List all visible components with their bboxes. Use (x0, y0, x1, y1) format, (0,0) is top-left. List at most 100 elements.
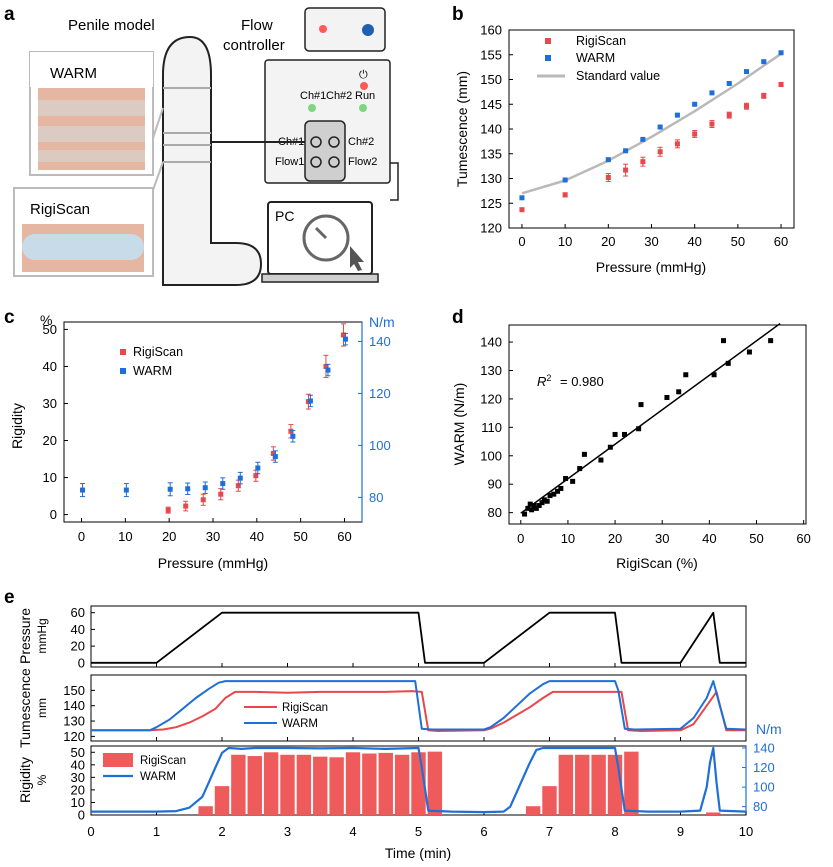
d-point (721, 338, 726, 344)
legend-e-rig-warm-label: WARM (140, 771, 176, 783)
legend-b-warm-marker (545, 55, 551, 61)
panel-e-rigidity-legend: RigiScan WARM (103, 753, 186, 783)
e-sub2-xtick-label: 6 (480, 824, 487, 839)
d-point (563, 476, 569, 482)
rigiscan-photo-label: RigiScan (30, 201, 90, 218)
d-point (683, 372, 689, 378)
flow1-port-label: Flow1 (275, 156, 304, 168)
b-ytick-label: 160 (480, 23, 502, 38)
flow-controller-label-2: controller (223, 37, 285, 54)
port-ch2 (328, 136, 340, 148)
b-xtick-label: 40 (687, 234, 701, 249)
panel-e-rigidity-unit: % (35, 774, 49, 785)
flow-controller-label-1: Flow (241, 17, 273, 34)
b-ytick-label: 125 (480, 196, 502, 211)
panel-d-ylabel: WARM (N/m) (451, 383, 467, 466)
flow2-port-label: Flow2 (348, 156, 377, 168)
b-point-WARM (623, 148, 629, 154)
cable-to-pc (390, 162, 399, 201)
ch1-green-led (308, 104, 316, 112)
b-point-RigiScan (709, 121, 715, 127)
d-point (531, 503, 537, 509)
c-xtick-label: 10 (118, 529, 132, 544)
e-rigidity-bar (345, 752, 361, 815)
d-point (725, 360, 731, 366)
panel-e-tumescence-legend: RigiScan WARM (244, 702, 328, 730)
b-point-WARM (562, 177, 568, 183)
e-rigidity-bar (394, 754, 410, 815)
c-point-RigiScan (288, 428, 294, 434)
panel-label-e: e (4, 587, 15, 608)
rigiscan-loop (22, 234, 144, 260)
e-rigidity-bar (525, 806, 541, 815)
e-sub2-xtick-label: 3 (284, 824, 291, 839)
c-xtick-label: 40 (250, 529, 264, 544)
gauge-icon (302, 214, 350, 262)
e-sub2-xtick-label: 10 (739, 824, 753, 839)
e-sub2-xtick-label: 1 (153, 824, 160, 839)
d-fit-line (520, 322, 781, 514)
e-sub2-xtick-label: 4 (349, 824, 356, 839)
c-left-ytick-label: 20 (43, 433, 57, 448)
panel-b-legend: RigiScan WARM Standard value (537, 34, 660, 83)
e-pressure-ytick-label: 20 (71, 639, 85, 654)
top-red-led (319, 25, 327, 33)
e-rigidity-bar (558, 754, 574, 815)
c-left-ytick-label: 50 (43, 322, 57, 337)
panel-b-frame (508, 29, 795, 229)
c-point-WARM (202, 485, 208, 491)
c-point-WARM (290, 433, 296, 439)
ch2-top-label: Ch#2 (326, 90, 352, 102)
c-right-ytick-label: 80 (369, 490, 383, 505)
c-point-RigiScan (183, 503, 189, 509)
e-rigidity-bar (575, 754, 590, 815)
e-rigidity-right-ytick-label: 120 (753, 760, 775, 775)
b-point-WARM (778, 50, 784, 56)
b-point-WARM (605, 157, 611, 163)
panel-e-tumescence-unit: mm (35, 698, 49, 718)
d-point (551, 491, 557, 497)
d-point (607, 444, 613, 450)
b-point-WARM (709, 90, 715, 96)
c-point-WARM (342, 336, 348, 342)
c-point-RigiScan (253, 473, 259, 479)
b-point-WARM (744, 69, 749, 75)
c-right-ytick-label: 100 (369, 438, 391, 453)
panel-b-xlabel: Pressure (mmHg) (596, 259, 706, 275)
e-rigidity-left-ytick-label: 30 (71, 770, 85, 785)
c-xtick-label: 0 (78, 529, 85, 544)
d-point (612, 431, 618, 437)
panel-e-chart: 0 1 2 3 4 5 6 7 8 9 100204060120130140150010203040… (17, 605, 782, 861)
c-point-RigiScan (235, 483, 241, 489)
b-point-RigiScan (692, 131, 698, 137)
b-ytick-label: 145 (480, 97, 502, 112)
panel-c-chart: 0 10 20 30 40 50 60 0 10 20 30 40 50 80 100 120 140 % N/… (9, 312, 395, 571)
d-point (711, 372, 717, 378)
e-rigidity-right-ytick-label: 140 (753, 740, 775, 755)
panel-c-ylabel: Rigidity (9, 403, 25, 449)
d-point (581, 451, 587, 457)
flow-controller-top-box (304, 7, 386, 52)
panel-c-frame (63, 321, 363, 523)
e-rigidity-bar (263, 752, 279, 815)
c-point-WARM (237, 475, 243, 481)
ch1-top-label: Ch#1 (300, 90, 326, 102)
d-point (529, 507, 535, 513)
d-point (622, 431, 627, 437)
b-xtick-label: 10 (558, 234, 572, 249)
c-point-RigiScan (218, 491, 224, 497)
e-rigidity-left-ytick-label: 0 (78, 808, 85, 823)
e-rigidity-bar (624, 751, 639, 815)
warm-photo-label: WARM (50, 65, 97, 82)
b-point-RigiScan (640, 159, 646, 165)
d-point (522, 511, 528, 517)
d-point (533, 505, 539, 511)
legend-e-rig-rigiscan-bar (103, 753, 133, 767)
d-xtick-label: 40 (702, 531, 716, 546)
panel-label-c: c (4, 307, 15, 328)
port-flow1 (310, 156, 322, 168)
gauge-needle (314, 226, 328, 240)
c-point-RigiScan (323, 363, 329, 369)
c-xtick-label: 60 (337, 529, 351, 544)
c-point-WARM (272, 454, 278, 460)
